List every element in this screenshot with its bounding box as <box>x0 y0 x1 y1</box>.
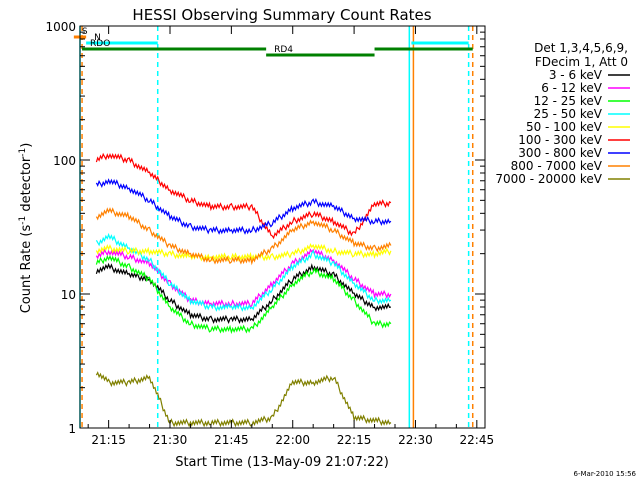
series-line-3-6-kev <box>95 262 392 324</box>
x-tick-label: 21:30 <box>153 433 188 447</box>
legend-label: 300 - 800 keV <box>518 146 602 160</box>
plot-area <box>79 26 474 428</box>
legend: Det 1,3,4,5,6,9, FDecim 1, Att 0 3 - 6 k… <box>495 41 630 186</box>
chart-title: HESSI Observing Summary Count Rates <box>132 6 431 24</box>
legend-label: 6 - 12 keV <box>541 81 603 95</box>
flag-label-n: N <box>94 33 101 43</box>
axes: 21:15 21:30 21:45 22:00 22:15 22:30 22:45 1 10 10… <box>45 20 494 447</box>
legend-label: 50 - 100 keV <box>526 120 603 134</box>
legend-label: 25 - 50 keV <box>534 107 603 121</box>
series-line-50-100-kev <box>95 242 392 262</box>
footer-timestamp: 6-Mar-2010 15:56 <box>574 470 637 478</box>
series-line-100-300-kev <box>95 152 392 240</box>
legend-header-line-2: FDecim 1, Att 0 <box>535 55 628 69</box>
y-tick-label: 10 <box>61 288 76 302</box>
series-line-12-25-kev <box>95 254 392 335</box>
x-tick-label: 22:30 <box>398 433 433 447</box>
x-tick-label: 22:00 <box>275 433 310 447</box>
legend-label: 800 - 7000 keV <box>511 159 603 173</box>
legend-label: 7000 - 20000 keV <box>495 172 602 186</box>
series-line-25-50-kev <box>95 232 392 312</box>
y-tick-label: 1000 <box>45 20 76 34</box>
series-line-800-7000-kev <box>95 207 392 266</box>
series-line-300-800-kev <box>95 178 392 235</box>
x-tick-label: 22:15 <box>337 433 372 447</box>
y-tick-label: 1 <box>68 422 76 436</box>
legend-label: 12 - 25 keV <box>534 94 603 108</box>
plot-frame <box>79 25 486 429</box>
flag-label-rdo: RDO <box>90 39 110 49</box>
y-tick-label: 100 <box>53 154 76 168</box>
x-tick-label: 22:45 <box>460 433 495 447</box>
series-line-7000-20000-kev <box>95 371 392 428</box>
flag-label-rd4: RD4 <box>274 45 293 55</box>
x-tick-label: 21:15 <box>91 433 126 447</box>
x-tick-label: 21:45 <box>214 433 249 447</box>
y-axis-label: Count Rate (s-1 detector-1) <box>18 143 34 314</box>
legend-label: 3 - 6 keV <box>549 68 603 82</box>
x-axis-label: Start Time (13-May-09 21:07:22) <box>175 455 389 470</box>
legend-label: 100 - 300 keV <box>518 133 602 147</box>
legend-header-line-1: Det 1,3,4,5,6,9, <box>534 41 628 55</box>
